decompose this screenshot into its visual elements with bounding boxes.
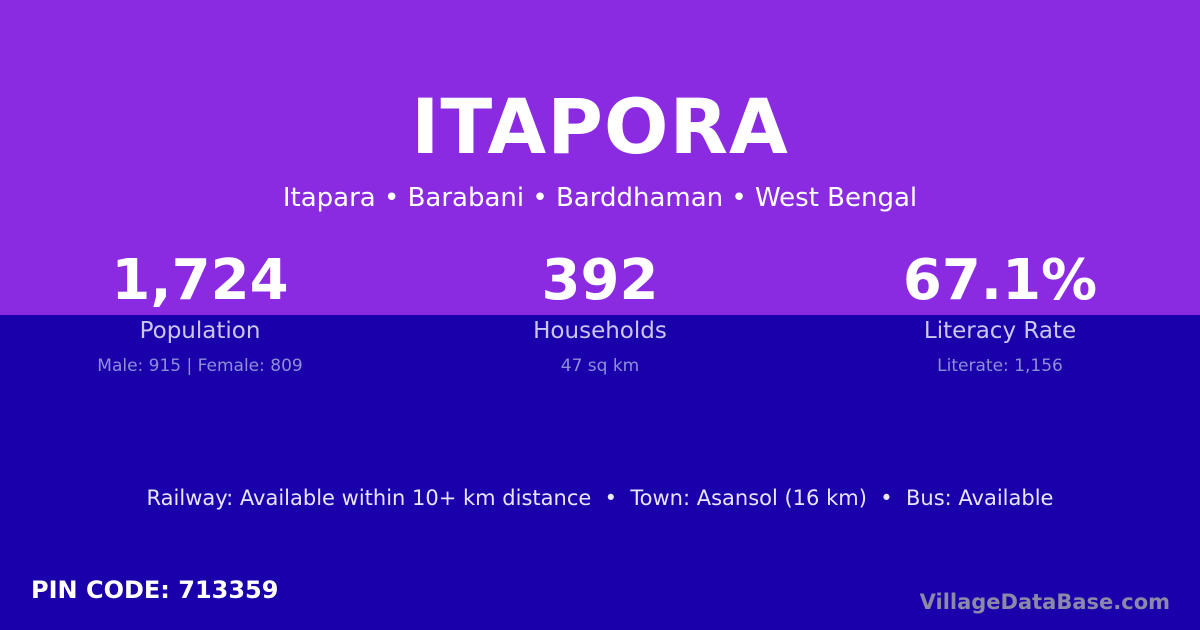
stat-label: Population	[139, 318, 261, 344]
stat-value: 392	[541, 248, 659, 313]
stat-literacy: 67.1% Literacy Rate Literate: 1,156	[800, 248, 1200, 376]
stat-label: Households	[533, 318, 667, 344]
stat-value: 67.1%	[902, 248, 1098, 313]
brand-watermark: VillageDataBase.com	[919, 590, 1170, 614]
location-breadcrumb: Itapara • Barabani • Barddhaman • West B…	[282, 183, 918, 213]
stat-households: 392 Households 47 sq km	[400, 248, 800, 376]
stat-value: 1,724	[111, 248, 289, 313]
pin-code: PIN CODE: 713359	[31, 576, 279, 604]
stat-detail: Literate: 1,156	[937, 356, 1063, 376]
connectivity-info: Railway: Available within 10+ km distanc…	[146, 486, 1054, 510]
stat-detail: Male: 915 | Female: 809	[97, 356, 303, 376]
stat-population: 1,724 Population Male: 915 | Female: 809	[0, 248, 400, 376]
village-title: ITAPORA	[411, 82, 789, 171]
header-band	[0, 0, 1200, 315]
stat-detail: 47 sq km	[560, 356, 640, 376]
stat-label: Literacy Rate	[923, 318, 1077, 344]
